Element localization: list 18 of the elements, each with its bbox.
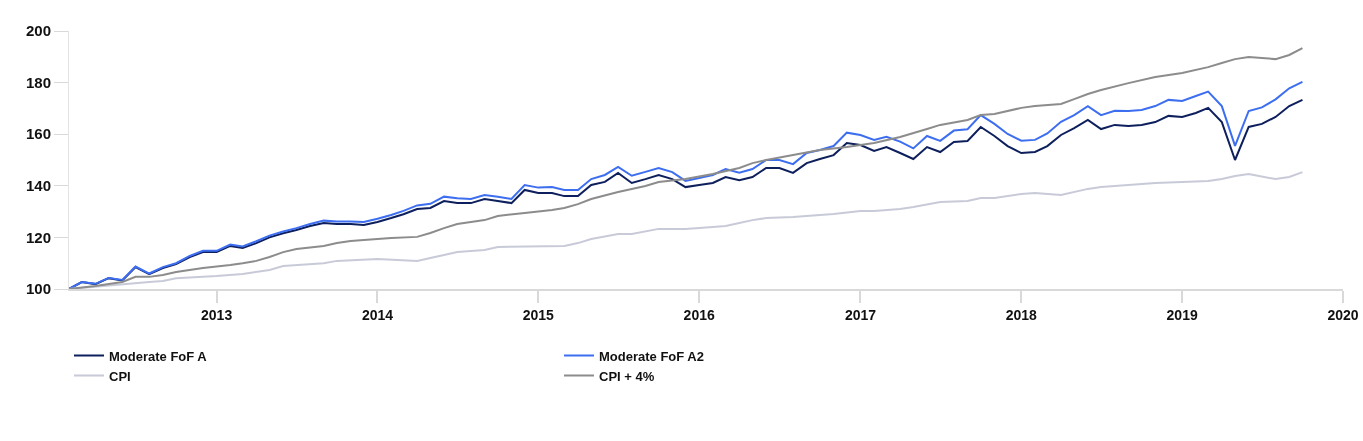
legend-label: Moderate FoF A2 [599,348,704,364]
y-tick-label: 120 [25,228,51,246]
legend-label: Moderate FoF A [109,348,208,364]
y-tick-label: 160 [25,125,51,143]
x-tick-label: 2019 [1166,306,1198,323]
x-tick-label: 2017 [844,306,877,323]
y-tick-label: 200 [25,22,51,40]
x-tick-label: 2016 [683,306,715,323]
x-tick-label: 2015 [522,306,555,323]
x-tick-label: 2020 [1327,306,1359,323]
y-tick-label: 180 [25,73,51,91]
legend-label: CPI + 4% [599,368,655,384]
y-tick-label: 100 [25,280,51,298]
x-tick-label: 2013 [201,306,233,323]
x-tick-label: 2018 [1005,306,1038,323]
legend-label: CPI [109,368,131,384]
x-tick-label: 2014 [361,306,394,323]
y-tick-label: 140 [25,177,51,195]
